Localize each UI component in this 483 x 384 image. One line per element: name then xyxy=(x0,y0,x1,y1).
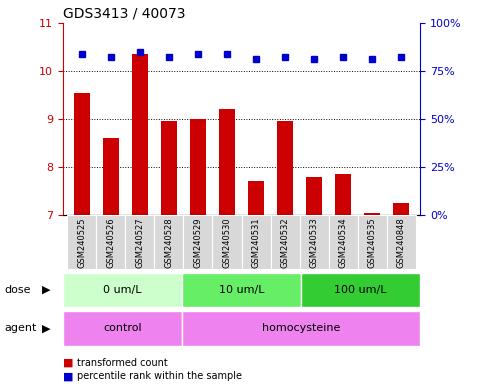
Text: GSM240532: GSM240532 xyxy=(281,218,290,268)
Bar xyxy=(393,203,409,215)
Text: homocysteine: homocysteine xyxy=(262,323,340,333)
Text: ■: ■ xyxy=(63,371,73,381)
Bar xyxy=(270,215,299,269)
Text: GSM240533: GSM240533 xyxy=(310,218,319,268)
Text: ■: ■ xyxy=(63,358,73,368)
Text: GSM240529: GSM240529 xyxy=(193,218,202,268)
Text: GSM240527: GSM240527 xyxy=(135,218,144,268)
Text: control: control xyxy=(103,323,142,333)
Bar xyxy=(219,109,235,215)
Bar xyxy=(299,215,328,269)
Bar xyxy=(358,215,387,269)
Bar xyxy=(63,273,182,307)
Bar xyxy=(213,215,242,269)
Text: transformed count: transformed count xyxy=(77,358,168,368)
Text: GSM240534: GSM240534 xyxy=(339,218,348,268)
Text: ▶: ▶ xyxy=(42,323,50,333)
Bar xyxy=(63,311,182,346)
Bar xyxy=(182,273,301,307)
Text: 0 um/L: 0 um/L xyxy=(103,285,142,295)
Bar xyxy=(155,215,184,269)
Text: agent: agent xyxy=(5,323,37,333)
Text: GSM240535: GSM240535 xyxy=(368,218,377,268)
Text: ▶: ▶ xyxy=(42,285,50,295)
Text: 10 um/L: 10 um/L xyxy=(219,285,264,295)
Text: GSM240848: GSM240848 xyxy=(397,218,406,268)
Bar xyxy=(161,121,177,215)
Bar xyxy=(335,174,351,215)
Bar xyxy=(301,273,420,307)
Bar xyxy=(103,138,119,215)
Text: GSM240531: GSM240531 xyxy=(252,218,260,268)
Bar xyxy=(306,177,322,215)
Text: dose: dose xyxy=(5,285,31,295)
Bar xyxy=(67,215,96,269)
Text: GSM240525: GSM240525 xyxy=(77,218,86,268)
Text: GSM240526: GSM240526 xyxy=(106,218,115,268)
Bar xyxy=(132,54,148,215)
Text: 100 um/L: 100 um/L xyxy=(334,285,387,295)
Text: percentile rank within the sample: percentile rank within the sample xyxy=(77,371,242,381)
Bar xyxy=(182,311,420,346)
Text: GSM240528: GSM240528 xyxy=(164,218,173,268)
Bar xyxy=(364,213,380,215)
Bar xyxy=(190,119,206,215)
Text: GDS3413 / 40073: GDS3413 / 40073 xyxy=(63,7,185,20)
Bar xyxy=(387,215,416,269)
Bar xyxy=(96,215,125,269)
Text: GSM240530: GSM240530 xyxy=(223,218,231,268)
Bar xyxy=(277,121,293,215)
Bar xyxy=(248,182,264,215)
Bar xyxy=(184,215,213,269)
Bar xyxy=(328,215,358,269)
Bar xyxy=(74,93,90,215)
Bar xyxy=(125,215,155,269)
Bar xyxy=(242,215,270,269)
